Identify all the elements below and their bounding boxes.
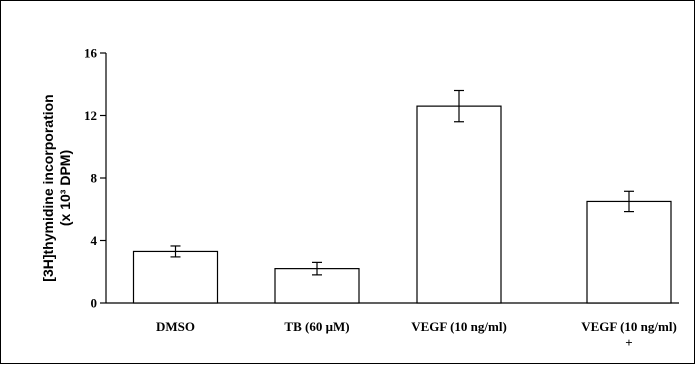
x-category-label: DMSO — [156, 319, 195, 334]
bar — [416, 105, 502, 304]
error-bar — [170, 245, 181, 258]
bars — [132, 105, 672, 304]
y-tick-label: 0 — [91, 296, 98, 311]
bar — [586, 200, 672, 304]
error-bar — [454, 89, 464, 123]
x-category-label: VEGF (10 ng/ml) + — [581, 319, 677, 350]
y-tick-label: 8 — [91, 171, 98, 186]
category-labels: DMSO TB (60 μM) VEGF (10 ng/ml) VEGF (10 ng… — [156, 319, 677, 350]
error-bar — [624, 190, 634, 213]
x-category-label: VEGF (10 ng/ml) — [411, 319, 507, 334]
x-category-label: TB (60 μM) — [284, 319, 349, 334]
y-tick-label: 12 — [84, 108, 97, 123]
bar — [132, 250, 219, 304]
y-axis-label: [3H]thymidine incorporation(x 10³ DPM) — [40, 94, 73, 281]
error-bar — [312, 261, 322, 276]
y-tick-label: 16 — [84, 46, 98, 61]
y-axis: 0 4 8 12 16 — [84, 46, 107, 311]
error-bars — [170, 89, 634, 276]
y-tick-label: 4 — [91, 233, 98, 248]
